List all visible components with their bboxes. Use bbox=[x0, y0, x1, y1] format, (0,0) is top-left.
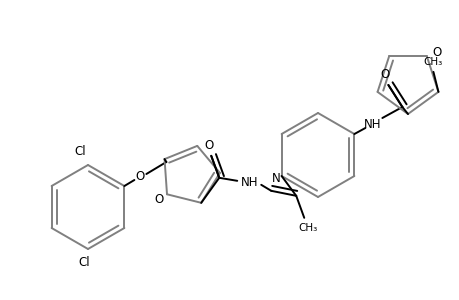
Text: O: O bbox=[380, 68, 389, 80]
Text: O: O bbox=[204, 139, 213, 152]
Text: N: N bbox=[271, 172, 280, 185]
Text: Cl: Cl bbox=[74, 145, 86, 158]
Text: NH: NH bbox=[240, 176, 257, 189]
Text: NH: NH bbox=[363, 118, 381, 130]
Text: CH₃: CH₃ bbox=[298, 223, 317, 233]
Text: O: O bbox=[135, 170, 145, 184]
Text: O: O bbox=[154, 193, 163, 206]
Text: Cl: Cl bbox=[78, 256, 90, 269]
Text: CH₃: CH₃ bbox=[423, 57, 442, 67]
Text: O: O bbox=[431, 46, 441, 59]
